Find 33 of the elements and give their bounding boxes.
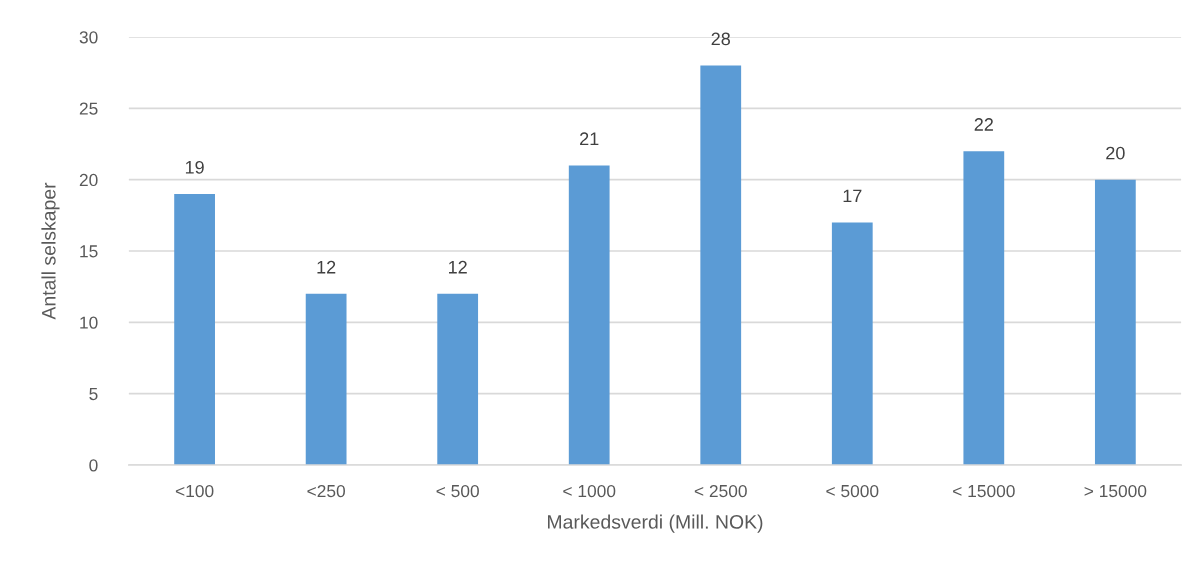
data-label: 21 (580, 132, 599, 145)
y-tick-label: 10 (80, 316, 98, 329)
bar (437, 293, 479, 465)
bar (963, 151, 1005, 465)
x-tick-label: < 500 (436, 484, 479, 498)
y-tick-label: 15 (80, 245, 98, 258)
bar (1094, 179, 1136, 465)
x-axis-title: Markedsverdi (Mill. NOK) (548, 514, 763, 533)
y-tick-label: 25 (79, 102, 98, 115)
data-label: 22 (974, 118, 993, 131)
bar (700, 65, 742, 465)
bar (174, 193, 215, 465)
x-tick-label: > 15000 (1084, 484, 1147, 498)
data-label: 28 (711, 32, 730, 46)
bar (305, 293, 347, 465)
y-tick-label: 20 (79, 173, 98, 187)
y-tick-label: 5 (89, 388, 98, 401)
bar (568, 165, 610, 465)
x-tick-label: <100 (175, 484, 214, 498)
x-tick-label: < 1000 (563, 484, 616, 498)
bar (831, 222, 873, 465)
data-label: 20 (1106, 146, 1125, 160)
y-axis-title: Antall selskaper (41, 182, 60, 320)
y-tick-label: 30 (79, 31, 98, 44)
data-label: 12 (449, 260, 467, 274)
y-tick-label: 0 (89, 459, 98, 472)
x-tick-label: < 15000 (953, 484, 1015, 498)
x-tick-label: < 5000 (826, 484, 879, 498)
x-tick-label: < 2500 (694, 484, 747, 498)
x-tick-label: <250 (307, 484, 346, 498)
data-label: 17 (843, 189, 862, 203)
data-label: 12 (317, 260, 336, 274)
data-label: 19 (185, 160, 204, 174)
